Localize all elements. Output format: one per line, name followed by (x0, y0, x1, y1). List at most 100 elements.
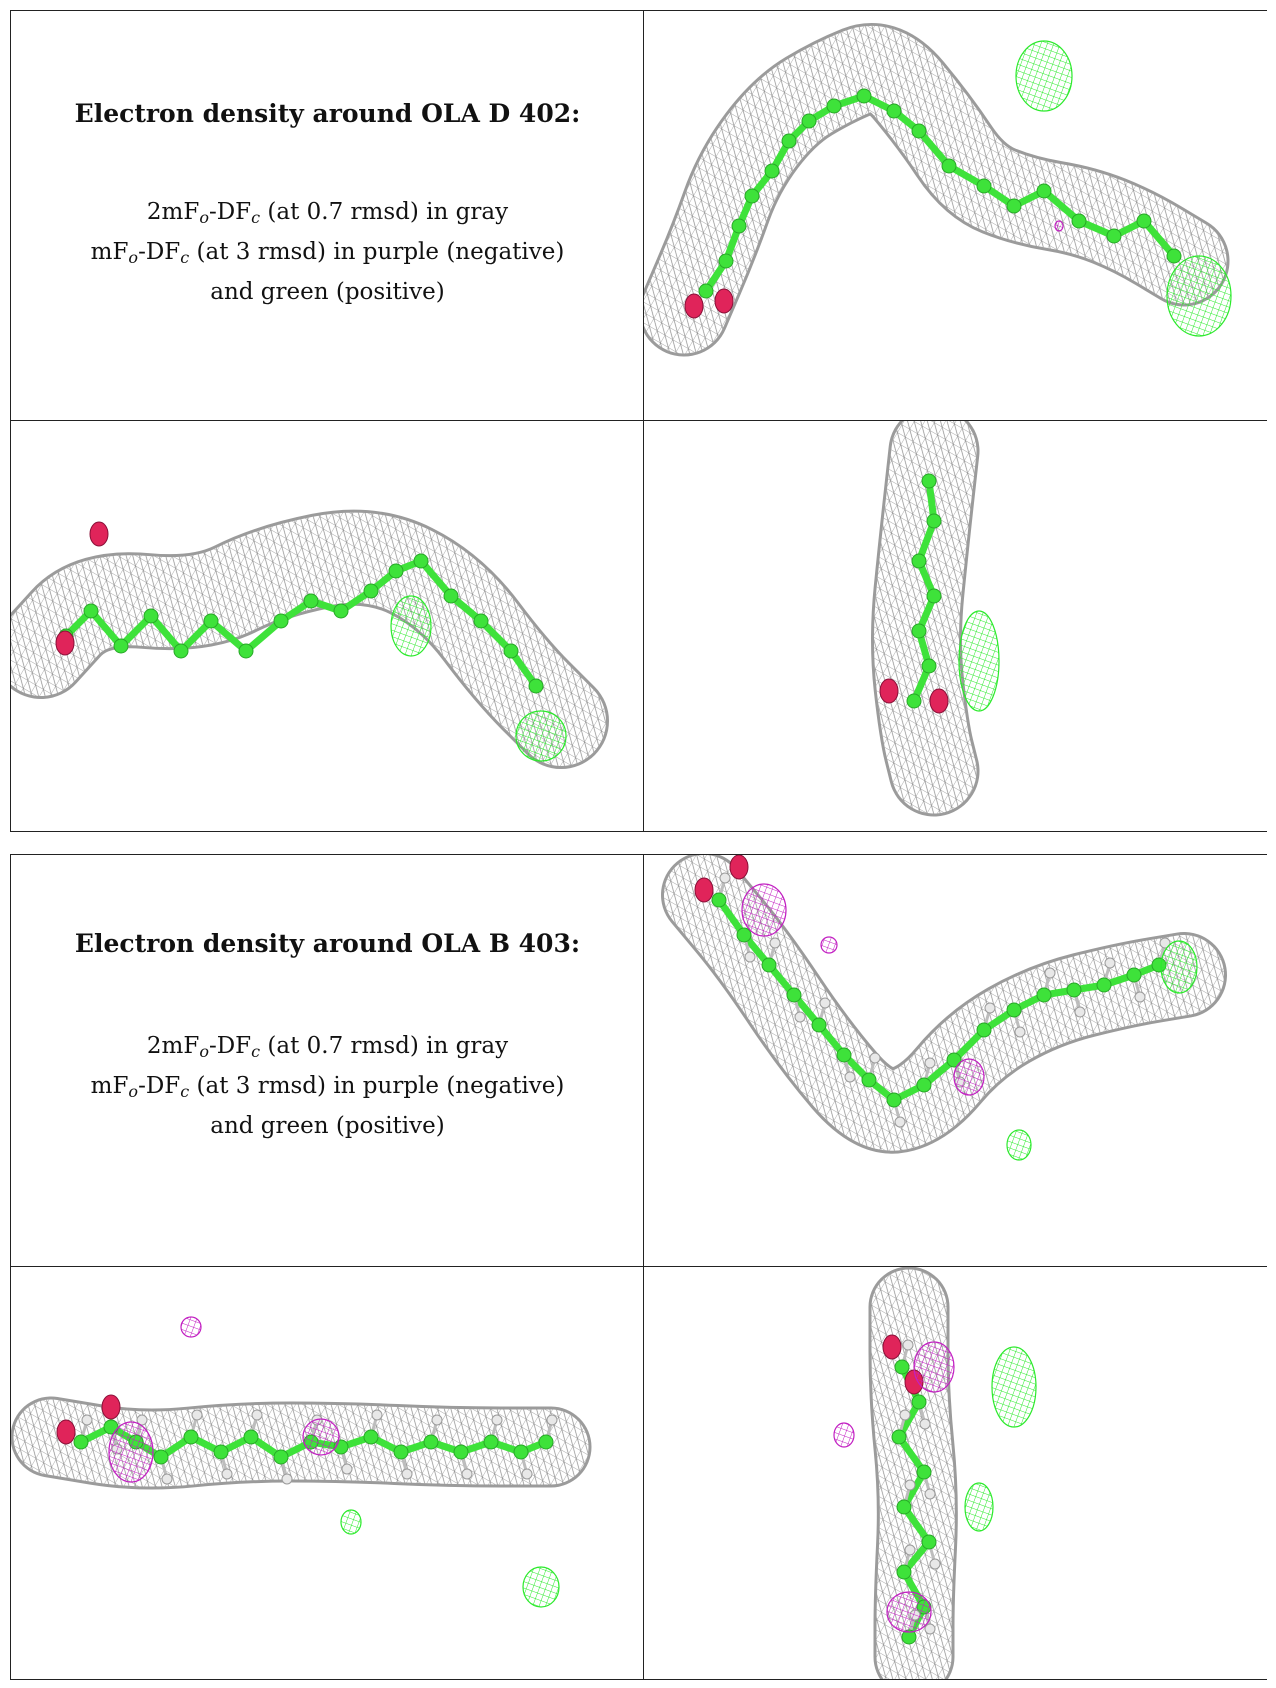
carbon-atom (946, 1052, 962, 1068)
positive-density-mesh (958, 610, 1000, 712)
electron-density-image (644, 23, 1232, 357)
carbon-atom (473, 613, 489, 629)
carbon-atom (744, 188, 760, 204)
carbon-atom (1036, 987, 1052, 1003)
positive-density-mesh (515, 710, 567, 762)
hydrogen-atom (769, 937, 781, 949)
caption-title: Electron density around OLA D 402: (74, 99, 581, 128)
hydrogen-atom (521, 1468, 533, 1480)
hydrogen-atom (1159, 937, 1171, 949)
carbon-atom (894, 1359, 910, 1375)
oxygen-atom (694, 877, 714, 903)
caption-line: mFo-DFc (at 3 rmsd) in purple (negative) (90, 239, 565, 267)
oxygen-atom (929, 688, 949, 714)
carbon-atom (273, 1449, 289, 1465)
hydrogen-atom (924, 1623, 936, 1635)
negative-density-mesh (180, 1316, 202, 1338)
carbon-atom (896, 1499, 912, 1515)
hydrogen-atom (904, 1544, 916, 1556)
carbon-atom (916, 1464, 932, 1480)
caption-cell: Electron density around OLA D 402: 2mFo-… (11, 11, 644, 420)
hydrogen-atom (191, 1409, 203, 1421)
electron-density-image (833, 1267, 1037, 1679)
carbon-atom (303, 593, 319, 609)
negative-density-mesh (1054, 220, 1064, 232)
electron-density-image (11, 509, 609, 769)
carbon-atom (1071, 213, 1087, 229)
carbon-atom (203, 613, 219, 629)
positive-density-mesh (1166, 255, 1232, 337)
carbon-atom (976, 178, 992, 194)
hydrogen-atom (1134, 991, 1146, 1003)
positive-density-mesh (964, 1482, 994, 1532)
hydrogen-atom (919, 1418, 931, 1430)
negative-density-mesh (913, 1341, 955, 1393)
carbon-atom (443, 588, 459, 604)
carbon-atom (718, 253, 734, 269)
oxygen-atom (684, 293, 704, 319)
density-image-cell (644, 421, 1267, 831)
hydrogen-atom (1014, 1026, 1026, 1038)
caption: Electron density around OLA B 403: 2mFo-… (11, 855, 643, 1266)
hydrogen-atom (929, 1558, 941, 1570)
hydrogen-atom (1044, 967, 1056, 979)
caption-line: mFo-DFc (at 3 rmsd) in purple (negative) (90, 1073, 565, 1101)
carbon-atom (528, 678, 544, 694)
positive-density-mesh (390, 595, 432, 657)
carbon-atom (1166, 248, 1182, 264)
positive-density-mesh (340, 1509, 362, 1535)
carbon-atom (1096, 977, 1112, 993)
negative-density-mesh (833, 1422, 855, 1448)
hydrogen-atom (251, 1409, 263, 1421)
negative-density-mesh (953, 1058, 985, 1096)
carbon-atom (153, 1449, 169, 1465)
hydrogen-atom (401, 1468, 413, 1480)
caption-description: 2mFo-DFc (at 0.7 rmsd) in gray mFo-DFc (… (11, 1029, 643, 1143)
carbon-atom (213, 1444, 229, 1460)
carbon-atom (698, 283, 714, 299)
carbon-atom (711, 892, 727, 908)
carbon-atom (886, 1092, 902, 1108)
oxygen-atom (714, 288, 734, 314)
hydrogen-atom (281, 1473, 293, 1485)
carbon-atom (826, 98, 842, 114)
hydrogen-atom (894, 1116, 906, 1128)
carbon-atom (183, 1429, 199, 1445)
carbon-atom (388, 563, 404, 579)
density-image-cell (11, 1267, 644, 1679)
table-row (11, 421, 1267, 831)
hydrogen-atom (819, 997, 831, 1009)
electron-density-image (11, 1316, 592, 1608)
oxygen-atom (56, 1419, 76, 1445)
hydrogen-atom (371, 1409, 383, 1421)
hydrogen-atom (431, 1414, 443, 1426)
carbon-atom (911, 123, 927, 139)
carbon-atom (911, 1394, 927, 1410)
hydrogen-atom (546, 1414, 558, 1426)
hydrogen-atom (899, 1409, 911, 1421)
carbon-atom (143, 608, 159, 624)
carbon-atom (1126, 967, 1142, 983)
caption-cell: Electron density around OLA B 403: 2mFo-… (11, 855, 644, 1266)
carbon-atom (243, 1429, 259, 1445)
negative-density-mesh (108, 1421, 154, 1483)
carbon-atom (1136, 213, 1152, 229)
hydrogen-atom (719, 872, 731, 884)
carbon-atom (911, 623, 927, 639)
negative-density-mesh (820, 936, 838, 954)
carbon-atom (1106, 228, 1122, 244)
carbon-atom (1006, 1002, 1022, 1018)
carbon-atom (916, 1077, 932, 1093)
carbon-atom (921, 1534, 937, 1550)
oxygen-atom (89, 521, 109, 547)
caption: Electron density around OLA D 402: 2mFo-… (11, 11, 643, 420)
carbon-atom (811, 1017, 827, 1033)
carbon-atom (926, 588, 942, 604)
oxygen-atom (55, 630, 75, 656)
carbon-atom (731, 218, 747, 234)
table-row (11, 1267, 1267, 1679)
positive-density-mesh (522, 1566, 560, 1608)
figure-table-ola-b-403: Electron density around OLA B 403: 2mFo-… (10, 854, 1267, 1680)
hydrogen-atom (924, 1057, 936, 1069)
carbon-atom (926, 513, 942, 529)
